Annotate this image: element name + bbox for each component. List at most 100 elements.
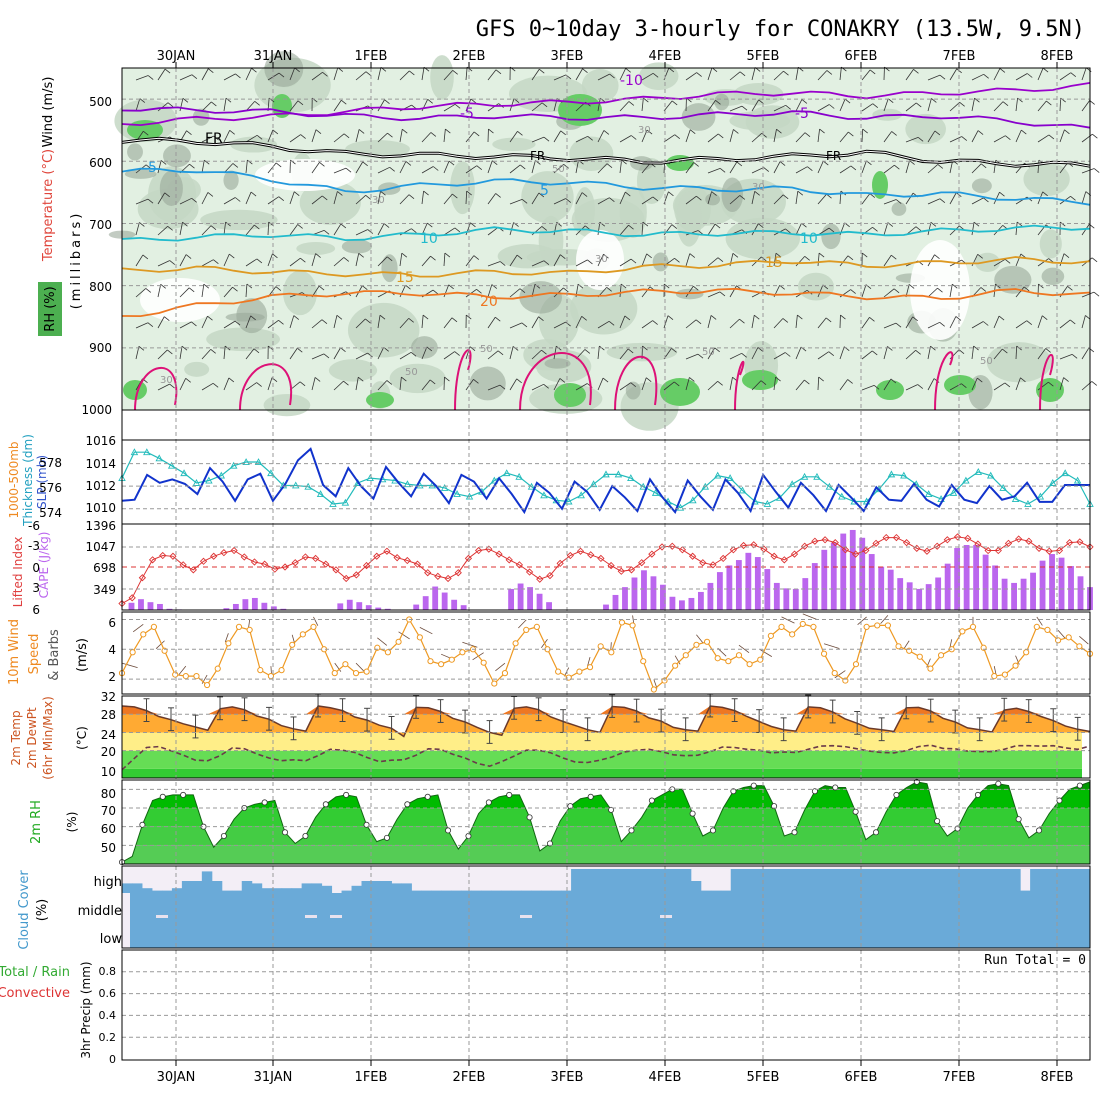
cloud-high-bar — [581, 869, 591, 893]
cape-bar — [622, 587, 628, 610]
bottom-date-label: 31JAN — [254, 1070, 293, 1085]
cloud-high-bar — [970, 869, 980, 893]
cloud-high-bar — [1000, 869, 1010, 893]
rh2m-marker — [445, 828, 450, 833]
wind10m-speed-marker — [896, 644, 901, 649]
cape-bar — [461, 605, 467, 610]
cloud-high-bar — [362, 881, 372, 893]
isotherm-label: 15 — [765, 255, 783, 271]
wind10m-speed-marker — [1034, 624, 1039, 629]
cloud-high-bar — [182, 881, 192, 893]
wind10m-speed-marker — [704, 639, 709, 644]
cape-bar — [888, 570, 894, 610]
cloud-high-bar — [222, 891, 232, 893]
cape-bar — [1078, 576, 1084, 610]
wind10m-speed-marker — [683, 653, 688, 658]
cloud-high-bar — [1050, 869, 1060, 893]
wind10m-speed-title: Speed — [27, 634, 42, 675]
cloud-high-bar — [1010, 869, 1020, 893]
rh2m-marker — [466, 833, 471, 838]
cloud-high-bar — [691, 881, 701, 893]
temp-band — [122, 751, 1082, 769]
rh-shade-mid — [264, 394, 311, 416]
rh-shade-green — [742, 370, 778, 390]
cloud-high-bar — [990, 869, 1000, 893]
rh2m-marker — [975, 792, 980, 797]
cape-bar — [356, 602, 362, 610]
precip-tick: 0.2 — [99, 1031, 117, 1044]
rh2m-marker — [792, 830, 797, 835]
cloud-high-bar — [960, 869, 970, 893]
cape-bar — [432, 587, 438, 610]
rh2m-marker — [649, 798, 654, 803]
rh2m-marker — [1077, 783, 1082, 788]
cloud-high-bar — [162, 891, 172, 893]
run-total-label: Run Total = 0 — [984, 953, 1086, 968]
temp-band — [122, 732, 1082, 750]
cape-bar — [717, 572, 723, 610]
cloud-high-bar — [1020, 891, 1030, 893]
cloud-high-bar — [701, 891, 711, 893]
top-date-label: 6FEB — [845, 49, 878, 64]
rh2m-marker — [710, 828, 715, 833]
cape-bar — [242, 599, 248, 610]
cape-bar — [812, 563, 818, 610]
rh-shade-mid — [296, 242, 335, 255]
rh-shade-dark — [470, 367, 506, 401]
isotherm-label: 5 — [148, 160, 157, 176]
wind10m-speed-marker — [875, 623, 880, 628]
wind10m-speed-marker — [715, 656, 720, 661]
cape-bar — [546, 602, 552, 610]
cape-bar — [945, 564, 951, 610]
cloud-high-bar — [601, 869, 611, 893]
wind10m-speed-marker — [619, 620, 624, 625]
wind10m-speed-marker — [758, 657, 763, 662]
wind10m-unit: (m/s) — [75, 638, 90, 672]
cloud-high-bar — [831, 869, 841, 893]
cloud-gap — [660, 915, 672, 918]
cloud-high-bar — [142, 888, 152, 893]
rh-clear-patch — [255, 159, 355, 191]
wind10m-speed-marker — [768, 633, 773, 638]
rh-shade-green — [366, 392, 394, 408]
cape-bar — [651, 576, 657, 610]
cape-bar — [508, 589, 514, 610]
wind10m-speed-marker — [247, 627, 252, 632]
cloud-high-bar — [661, 869, 671, 893]
isotherm-label: -5 — [795, 106, 809, 122]
cape-bar — [726, 565, 732, 610]
cloud-high-bar — [282, 888, 292, 893]
li-tick: 0 — [32, 561, 40, 575]
li-tick: -6 — [28, 519, 40, 533]
cloud-high-bar — [771, 869, 781, 893]
wind10m-speed-marker — [673, 663, 678, 668]
wind10m-speed-marker — [204, 682, 209, 687]
cloud-high-bar — [471, 891, 481, 893]
rh2m-marker — [996, 781, 1001, 786]
rh2m-marker — [221, 833, 226, 838]
cloud-high-bar — [441, 891, 451, 893]
slp-tick: 1012 — [85, 479, 116, 493]
wind10m-speed-marker — [885, 623, 890, 628]
wind10m-speed-marker — [811, 624, 816, 629]
cloud-high-bar — [811, 869, 821, 893]
rh2m-marker — [588, 794, 593, 799]
cloud-high-bar — [641, 869, 651, 893]
cape-bar — [897, 578, 903, 610]
top-date-label: 3FEB — [551, 49, 584, 64]
cloud-high-bar — [212, 881, 222, 893]
precip-tick: 0.8 — [99, 965, 117, 978]
cloud-high-bar — [132, 883, 142, 893]
bottom-date-label: 8FEB — [1041, 1070, 1074, 1085]
temp-tick: 24 — [101, 728, 116, 742]
cape-bar — [670, 597, 676, 610]
cloud-high-bar — [541, 891, 551, 893]
rh-tick: 50 — [101, 841, 116, 855]
cloud-high-bar — [371, 881, 381, 893]
rh-shade-mid — [569, 136, 613, 170]
cloud-high-bar — [152, 891, 162, 893]
wind10m-speed-marker — [417, 635, 422, 640]
cloud-high-bar — [850, 869, 860, 893]
wind10m-speed-marker — [141, 632, 146, 637]
pressure-tick-label: 700 — [89, 218, 112, 232]
